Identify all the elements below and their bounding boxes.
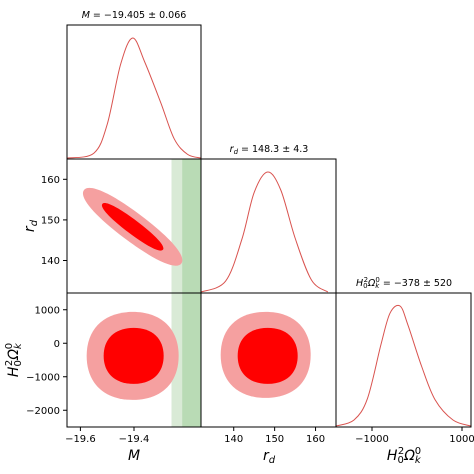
- y-axis-label-h: H02Ωk0: [4, 342, 24, 377]
- marginal-curve-h: [335, 304, 472, 427]
- panel-title-h: H02Ωk0 = −378 ± 520: [356, 276, 452, 290]
- x-h-tick-label: −1000: [355, 434, 389, 445]
- x-rd-tick-label: 160: [306, 434, 325, 445]
- axis-ticks: −19.6 −19.4 140 150 160 −1000 1000 140 150 160 100…: [26, 175, 474, 445]
- prior-band-m-rd: [171, 159, 201, 293]
- marginal-curve-rd: [200, 171, 329, 293]
- panel-frame-m: [66, 24, 202, 160]
- contour-m-rd: [82, 187, 183, 266]
- y-h-tick-label: −1000: [26, 372, 60, 383]
- prior-band-m-h: [171, 293, 201, 427]
- marginal-curve-m: [66, 37, 202, 159]
- y-h-tick-label: 1000: [35, 305, 60, 316]
- y-rd-tick-label: 140: [41, 256, 60, 267]
- x-rd-tick-label: 140: [224, 434, 243, 445]
- panel-frame-h: [335, 292, 472, 428]
- x-axis-label-rd: rd: [263, 448, 276, 466]
- band-inner: [182, 293, 201, 427]
- panel-frame-rd: [200, 158, 337, 294]
- y-axis-label-rd: rd: [22, 219, 40, 232]
- panel-title-rd: rd = 148.3 ± 4.3: [230, 144, 309, 156]
- contour-rd-h: [220, 311, 311, 398]
- y-rd-tick-label: 150: [41, 215, 60, 226]
- x-h-tick-label: 1000: [449, 434, 474, 445]
- band-inner: [182, 159, 201, 293]
- y-h-tick-label: 0: [54, 339, 60, 350]
- x-m-tick-label: −19.6: [65, 434, 96, 445]
- contour-68: [101, 203, 164, 251]
- y-h-tick-label: −2000: [26, 406, 60, 417]
- contour-68: [103, 327, 164, 384]
- y-rd-tick-label: 160: [41, 175, 60, 186]
- x-axis-label-h: H02Ωk0: [387, 446, 422, 466]
- contour-m-h: [86, 311, 179, 400]
- x-axis-label-m: M: [128, 448, 140, 464]
- x-rd-tick-label: 150: [265, 434, 284, 445]
- panel-title-m: M = −19.405 ± 0.066: [82, 10, 187, 21]
- contour-68: [237, 327, 298, 384]
- x-m-tick-label: −19.4: [119, 434, 150, 445]
